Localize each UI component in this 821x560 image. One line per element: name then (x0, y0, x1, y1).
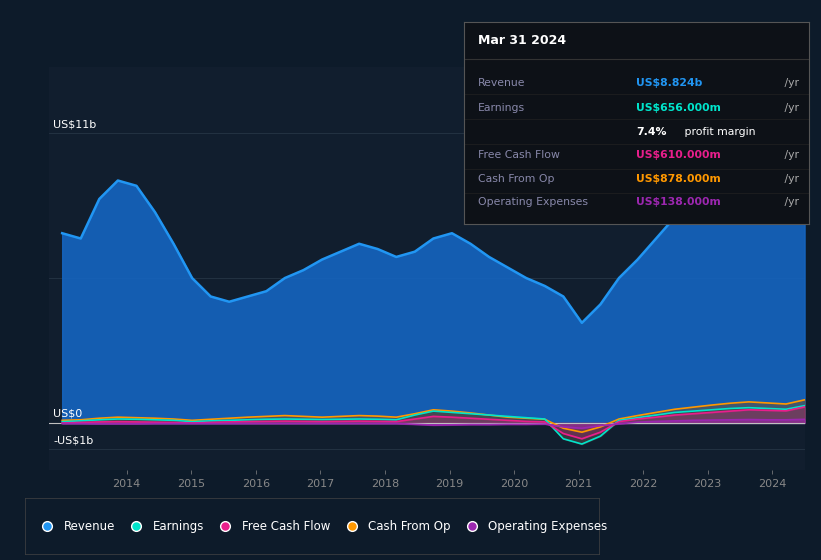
Text: /yr: /yr (781, 197, 799, 207)
Text: Mar 31 2024: Mar 31 2024 (478, 34, 566, 47)
Text: US$8.824b: US$8.824b (636, 78, 703, 88)
Text: /yr: /yr (781, 174, 799, 184)
Text: US$878.000m: US$878.000m (636, 174, 721, 184)
Text: Earnings: Earnings (478, 103, 525, 113)
Text: -US$1b: -US$1b (53, 435, 94, 445)
Text: /yr: /yr (781, 78, 799, 88)
Text: Free Cash Flow: Free Cash Flow (478, 151, 560, 161)
Text: /yr: /yr (781, 151, 799, 161)
Text: /yr: /yr (781, 103, 799, 113)
Text: Operating Expenses: Operating Expenses (478, 197, 588, 207)
Text: US$0: US$0 (53, 409, 82, 419)
Text: US$11b: US$11b (53, 119, 96, 129)
Text: US$656.000m: US$656.000m (636, 103, 721, 113)
Text: US$138.000m: US$138.000m (636, 197, 721, 207)
Text: 7.4%: 7.4% (636, 127, 667, 137)
Text: profit margin: profit margin (681, 127, 755, 137)
Text: Cash From Op: Cash From Op (478, 174, 554, 184)
Text: US$610.000m: US$610.000m (636, 151, 721, 161)
Legend: Revenue, Earnings, Free Cash Flow, Cash From Op, Operating Expenses: Revenue, Earnings, Free Cash Flow, Cash … (30, 515, 612, 538)
Text: Revenue: Revenue (478, 78, 525, 88)
